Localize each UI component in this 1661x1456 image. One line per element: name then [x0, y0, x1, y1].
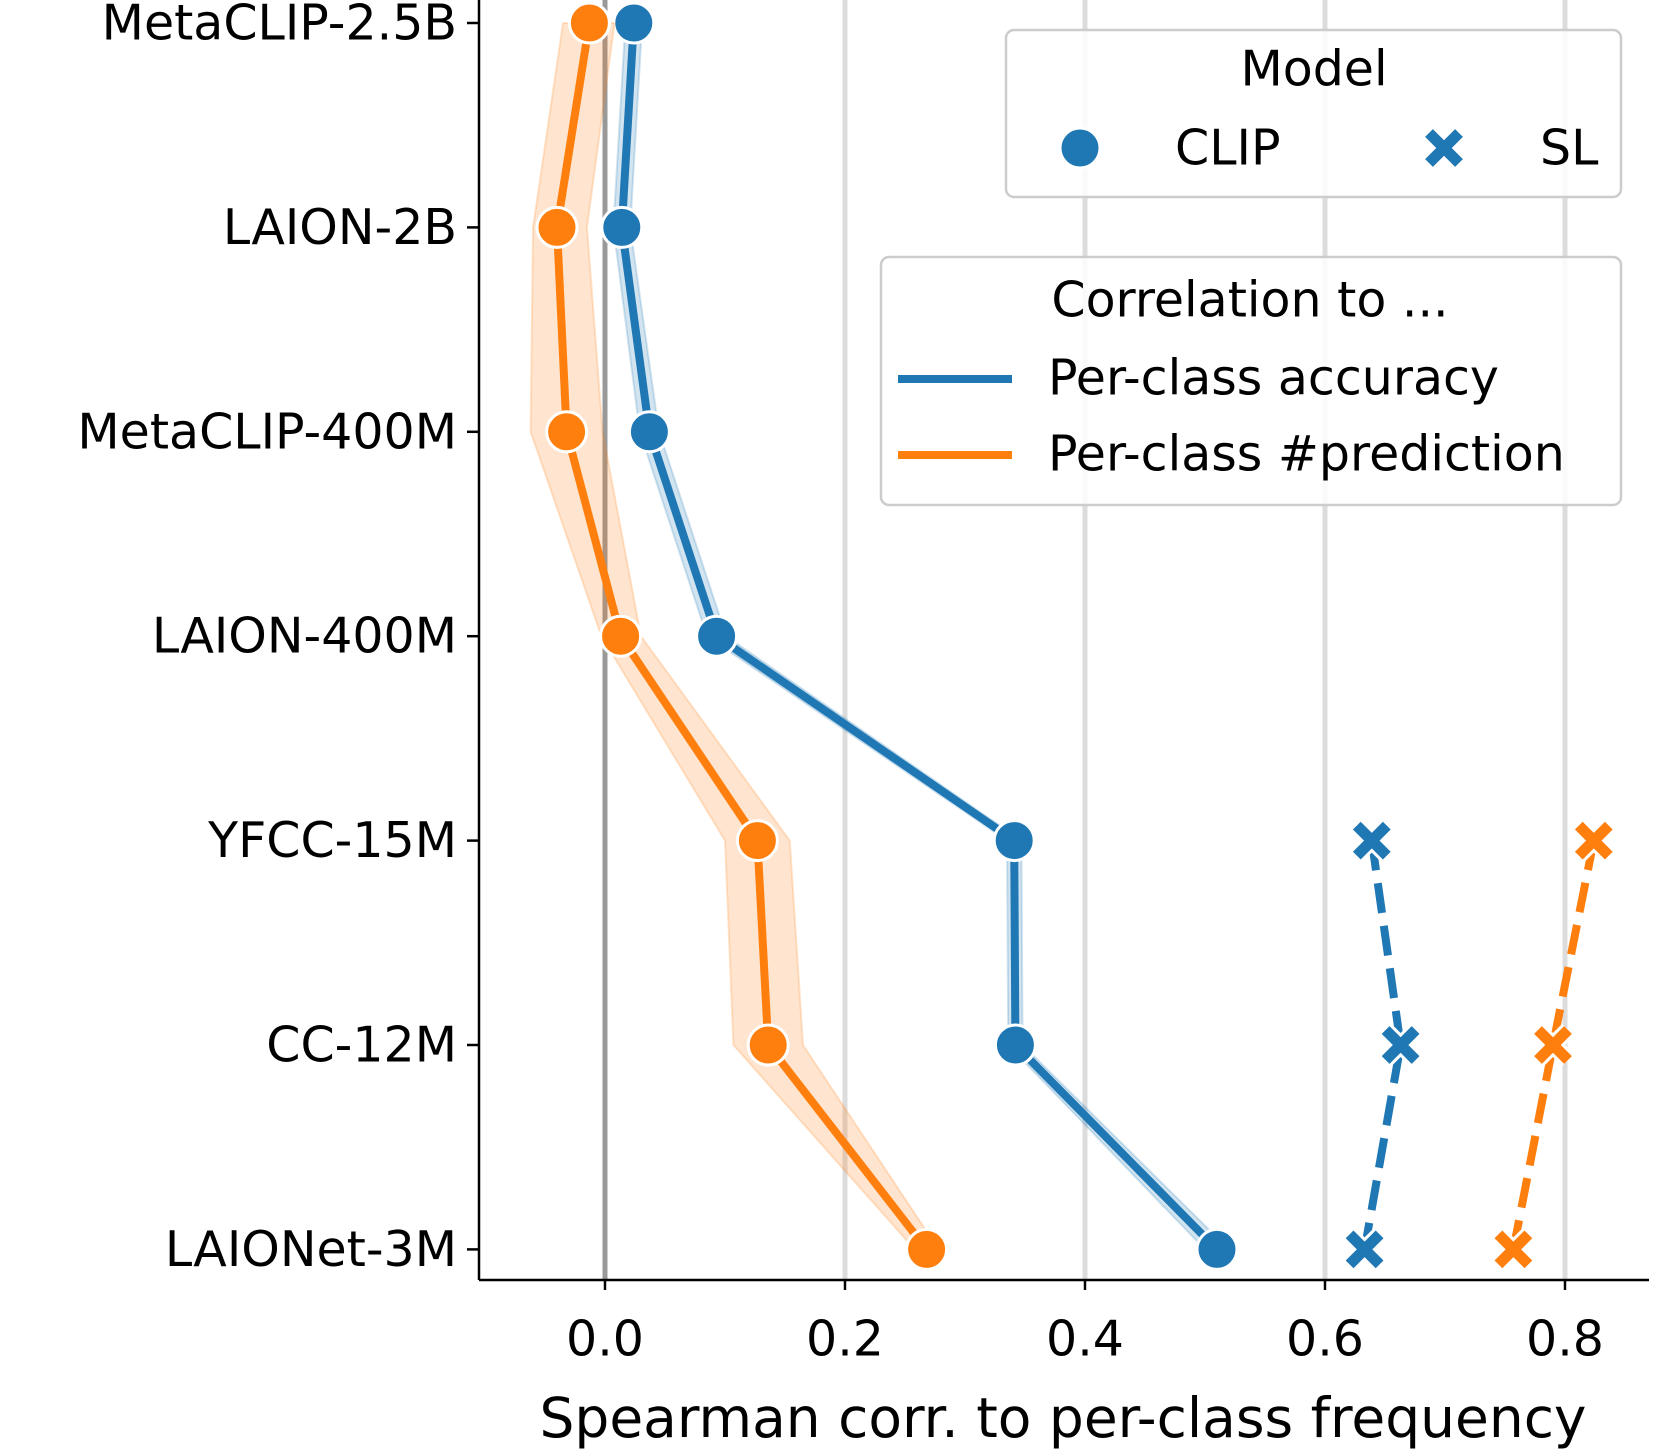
- legend-marker: [1058, 126, 1102, 170]
- x-tick-label: 0.6: [1286, 1311, 1364, 1368]
- legend-marker: [1422, 126, 1466, 170]
- data-point: [1195, 1227, 1239, 1271]
- data-point: [992, 819, 1036, 863]
- marker-stroke: [1425, 129, 1463, 167]
- legend-title: Correlation to ...: [1051, 272, 1448, 329]
- data-point: [1492, 1228, 1535, 1271]
- data-point: [612, 1, 656, 45]
- legend-title: Model: [1240, 41, 1387, 98]
- data-point: [1531, 1023, 1575, 1067]
- y-tick-label: MetaCLIP-400M: [77, 403, 457, 460]
- series-line: [1509, 839, 1598, 1251]
- data-point: [1379, 1023, 1422, 1067]
- marker-stroke: [1345, 1230, 1384, 1269]
- y-tick-label: YFCC-15M: [207, 812, 457, 869]
- data-point: [545, 410, 589, 454]
- marker-stroke: [1381, 1026, 1420, 1064]
- legend-entry: SL: [1540, 120, 1599, 177]
- data-point: [695, 614, 739, 658]
- marker-stroke: [1494, 1230, 1533, 1269]
- x-tick-label: 0.4: [1046, 1311, 1124, 1368]
- legend-frame: [1004, 28, 1623, 199]
- data-point: [1343, 1228, 1386, 1271]
- y-tick-label: LAION-400M: [152, 608, 457, 665]
- x-axis-label: Spearman corr. to per-class frequency: [540, 1386, 1587, 1450]
- y-tick-label: CC-12M: [266, 1017, 457, 1074]
- data-point: [600, 205, 644, 249]
- legend: Model CLIP SL: [1004, 28, 1623, 199]
- data-point: [993, 1023, 1037, 1067]
- y-tick-label: MetaCLIP-2.5B: [102, 0, 457, 52]
- x-tick-label: 0.0: [566, 1311, 644, 1368]
- x-tick-label: 0.2: [806, 1311, 884, 1368]
- legend-entry: Per-class accuracy: [1048, 350, 1499, 407]
- marker-stroke: [1352, 821, 1391, 860]
- data-point: [1350, 819, 1393, 862]
- data-point: [567, 1, 611, 45]
- x-tick-label: 0.8: [1526, 1311, 1604, 1368]
- y-tick-label: LAIONet-3M: [165, 1221, 457, 1278]
- legend-entry: CLIP: [1175, 120, 1281, 177]
- legend-entry: Per-class #prediction: [1048, 426, 1565, 483]
- data-point: [599, 614, 643, 658]
- y-tick-label: LAION-2B: [223, 199, 457, 256]
- series-line: [1360, 840, 1405, 1251]
- legend: Correlation to ... Per-class accuracy Per-…: [879, 255, 1623, 507]
- data-point: [535, 205, 579, 249]
- data-point: [1572, 819, 1615, 862]
- marker-stroke: [1574, 821, 1613, 860]
- marker-stroke: [1534, 1026, 1572, 1064]
- legend-frame: [879, 255, 1623, 507]
- data-point: [627, 410, 671, 454]
- data-point: [735, 819, 779, 863]
- data-point: [746, 1023, 790, 1067]
- data-point: [905, 1227, 949, 1271]
